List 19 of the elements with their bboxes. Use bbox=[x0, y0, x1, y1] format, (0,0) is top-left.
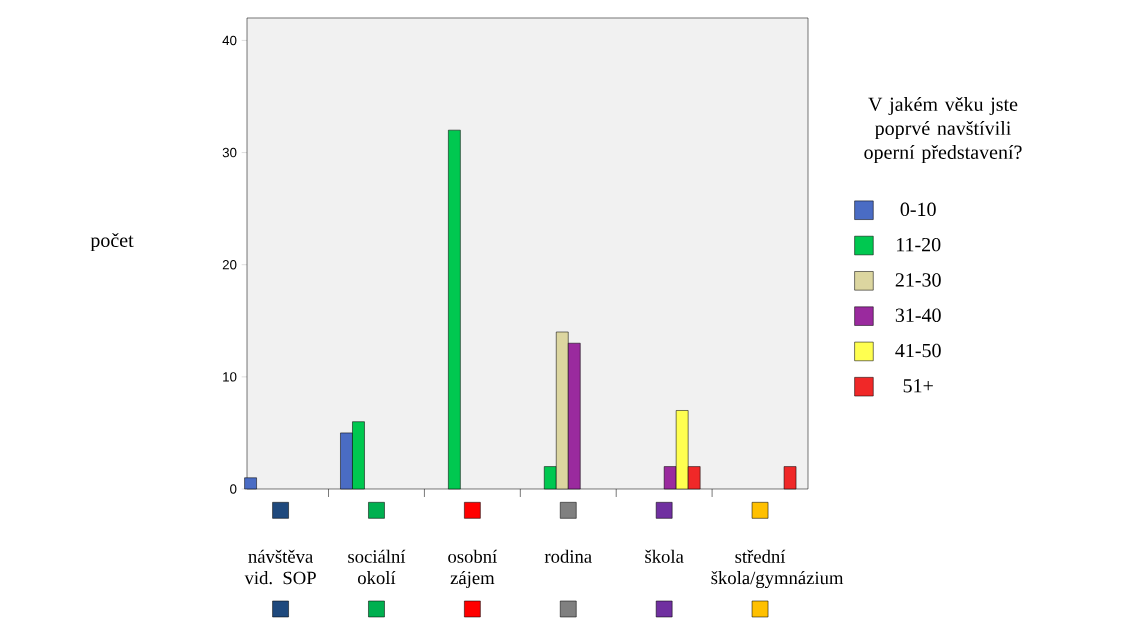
legend-label: 41-50 bbox=[895, 343, 941, 358]
y-tick-label: 40 bbox=[222, 35, 237, 46]
legend-label: 51+ bbox=[903, 379, 933, 393]
y-tick-label: 20 bbox=[222, 260, 237, 270]
legend-title: V jakém věku jste poprvé navštívili operní představení? bbox=[864, 96, 1022, 164]
x-tick-label: střední škola/gymnázium bbox=[711, 549, 844, 589]
legend-label: 0-10 bbox=[900, 202, 936, 217]
y-tick-label: 10 bbox=[223, 372, 237, 382]
legend-label: 31-40 bbox=[895, 308, 941, 322]
x-tick-label: sociální okolí bbox=[348, 549, 406, 585]
legend-label: 11-20 bbox=[897, 237, 941, 252]
y-axis-title: počet bbox=[90, 232, 134, 252]
x-tick-label: škola bbox=[645, 549, 684, 563]
y-tick-label: 0 bbox=[230, 484, 237, 494]
x-tick-label: návštěva vid. SOP bbox=[244, 549, 316, 585]
x-tick-label: osobní zájem bbox=[448, 549, 498, 588]
x-tick-label: rodina bbox=[544, 549, 592, 563]
legend-label: 21-30 bbox=[895, 273, 941, 287]
y-tick-label: 30 bbox=[222, 147, 237, 158]
